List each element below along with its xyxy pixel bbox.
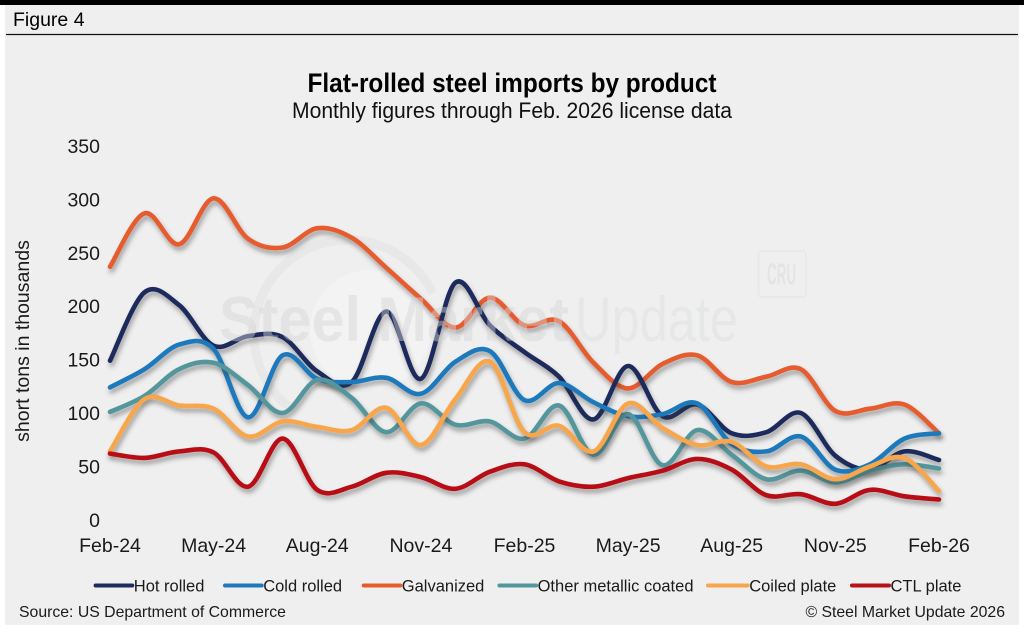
svg-text:Steel Market: Steel Market	[219, 285, 569, 355]
svg-text:short tons in thousands: short tons in thousands	[12, 240, 34, 442]
svg-text:150: 150	[67, 350, 100, 372]
svg-text:Feb-24: Feb-24	[79, 535, 141, 557]
svg-text:CRU: CRU	[767, 258, 796, 292]
svg-text:0: 0	[89, 510, 100, 532]
svg-text:Source: US Department of Comme: Source: US Department of Commerce	[19, 604, 286, 621]
svg-text:Feb-26: Feb-26	[908, 535, 970, 557]
svg-text:Coiled plate: Coiled plate	[749, 578, 836, 596]
svg-text:Other metallic coated: Other metallic coated	[538, 578, 694, 596]
svg-text:Nov-25: Nov-25	[804, 535, 867, 557]
svg-text:50: 50	[78, 456, 100, 478]
svg-text:Aug-24: Aug-24	[286, 535, 349, 557]
svg-text:200: 200	[67, 296, 100, 318]
svg-text:350: 350	[67, 136, 100, 158]
svg-text:Aug-25: Aug-25	[700, 535, 763, 557]
svg-text:Flat-rolled steel imports by p: Flat-rolled steel imports by product	[308, 68, 717, 98]
svg-text:Galvanized: Galvanized	[402, 578, 485, 596]
svg-text:Hot rolled: Hot rolled	[134, 578, 205, 596]
svg-text:Nov-24: Nov-24	[389, 535, 452, 557]
svg-text:250: 250	[67, 243, 100, 265]
svg-text:May-24: May-24	[181, 535, 246, 557]
svg-text:300: 300	[67, 189, 100, 211]
svg-text:CTL plate: CTL plate	[891, 578, 962, 596]
svg-text:© Steel Market Update 2026: © Steel Market Update 2026	[805, 604, 1005, 621]
svg-text:May-25: May-25	[596, 535, 661, 557]
svg-text:Cold rolled: Cold rolled	[263, 578, 342, 596]
svg-text:100: 100	[67, 403, 100, 425]
svg-text:Feb-25: Feb-25	[494, 535, 556, 557]
svg-text:Figure 4: Figure 4	[13, 9, 85, 31]
svg-text:Update: Update	[575, 285, 738, 355]
svg-text:Monthly figures through Feb. 2: Monthly figures through Feb. 2026 licens…	[292, 98, 733, 123]
